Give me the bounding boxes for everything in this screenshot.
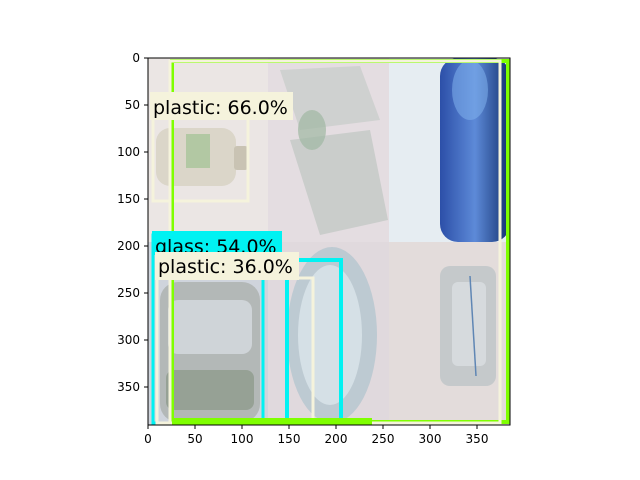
plastic-box-shape [440, 266, 496, 386]
axes-frame [147, 57, 511, 426]
x-tick-label: 250 [372, 432, 395, 446]
label-plastic-66: plastic: 66.0% [153, 97, 288, 119]
label-bg-plastic-66 [150, 92, 293, 120]
x-tick-label: 50 [187, 432, 202, 446]
label-plastic-36: plastic: 36.0% [158, 256, 293, 278]
blue-bottle-shape [440, 58, 510, 242]
label-bg-bottom [172, 418, 372, 425]
y-tick-label: 300 [117, 333, 140, 347]
x-tick-label: 350 [466, 432, 489, 446]
x-tick-label: 100 [231, 432, 254, 446]
y-tick-label: 200 [117, 239, 140, 253]
y-tick-label: 350 [117, 380, 140, 394]
y-tick-label: 150 [117, 192, 140, 206]
x-axis: 0 50 100 150 200 250 300 350 [144, 425, 488, 446]
detection-labels: plastic: 66.0% glass: 54.0% plastic: 36.… [150, 92, 372, 425]
y-tick-label: 0 [132, 51, 140, 65]
x-tick-label: 300 [419, 432, 442, 446]
glass-jar-shape [160, 282, 260, 422]
clamshell-shape [280, 66, 388, 235]
x-tick-label: 200 [325, 432, 348, 446]
x-tick-label: 150 [278, 432, 301, 446]
y-tick-label: 100 [117, 145, 140, 159]
label-bg-glass-54 [152, 231, 282, 255]
y-axis: 0 50 100 150 200 250 300 350 [117, 51, 148, 394]
plastic-bottle-shape [156, 128, 248, 186]
y-tick-label: 250 [117, 286, 140, 300]
y-tick-label: 50 [125, 98, 140, 112]
x-tick-label: 0 [144, 432, 152, 446]
label-bg-plastic-36 [155, 252, 299, 280]
glass-plate-shape [287, 247, 377, 423]
